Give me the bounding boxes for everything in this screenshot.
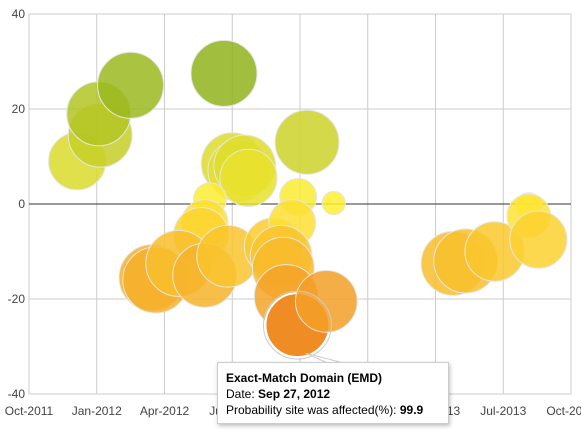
tooltip-prob-value: 99.9 [399, 403, 424, 417]
tooltip: Exact-Match Domain (EMD) Date: Sep 27, 2… [217, 362, 449, 424]
bubble [274, 109, 340, 175]
tooltip-date-value: Sep 27, 2012 [258, 387, 331, 401]
bubble [294, 270, 358, 333]
y-tick-label: 40 [12, 7, 26, 21]
bubble [219, 148, 278, 207]
x-tick-label: Apr-2012 [140, 404, 190, 418]
tooltip-title: Exact-Match Domain (EMD) [226, 371, 383, 385]
x-tick-label: Jul-2013 [480, 404, 526, 418]
tooltip-date-row: Date: Sep 27, 2012 [226, 386, 440, 402]
x-tick-label: Jan-2012 [72, 404, 122, 418]
bubble-layer [48, 39, 568, 359]
y-tick-label: 0 [18, 197, 25, 211]
bubble [190, 39, 258, 107]
bubble [509, 210, 568, 269]
y-tick-label: -40 [8, 387, 26, 401]
highlight-ring [262, 290, 332, 360]
bubble [321, 190, 346, 216]
bubble [97, 51, 165, 119]
tooltip-prob-label: Probability site was affected(%): [226, 403, 400, 417]
x-tick-label: Oct-2011 [5, 404, 54, 418]
y-tick-label: 20 [12, 102, 26, 116]
x-tick-label: Oct-2013 [546, 404, 581, 418]
y-tick-label: -20 [8, 292, 26, 306]
tooltip-prob-row: Probability site was affected(%): 99.9 [226, 402, 440, 418]
tooltip-date-label: Date: [226, 387, 259, 401]
